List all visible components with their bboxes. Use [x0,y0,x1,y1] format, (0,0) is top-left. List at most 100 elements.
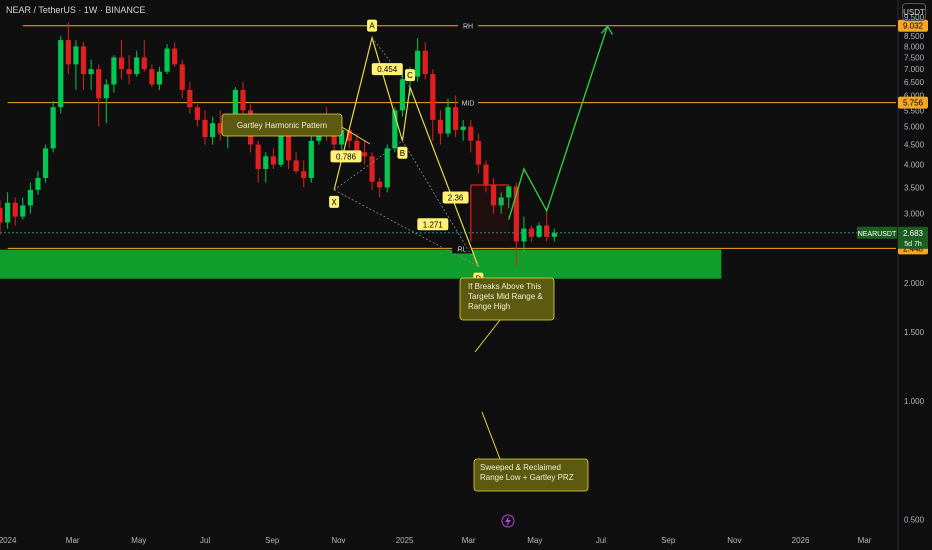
x-tick-label: Nov [727,536,741,545]
candle [437,110,444,145]
candle [80,42,87,90]
candle-body [361,152,368,157]
candle [118,40,125,80]
candle [156,66,163,90]
candle-body [430,74,436,120]
candle [430,69,436,141]
pattern-name-callout: Gartley Harmonic Pattern [221,113,371,145]
level-label-text: RL [458,246,467,253]
candle-body [80,46,87,75]
y-tick-label: 7.500 [904,53,925,62]
pattern-point-bg [397,146,408,159]
candle [111,55,117,93]
y-tick-label: 9.500 [904,13,925,22]
x-tick-label: May [131,536,146,545]
candle [73,40,79,90]
pattern-point-a: A [367,19,378,32]
price-tag-text: 9.032 [903,22,924,31]
y-tick-label: 1.000 [904,397,925,406]
candle-body [415,50,421,77]
candle-body [354,140,360,153]
candle [141,40,147,72]
candle-body [73,46,79,65]
candle-body [475,140,481,165]
candle [285,130,292,169]
projection-arrowhead [600,25,614,35]
symbol-tag-text: NEARUSDT [858,231,897,238]
pattern-ratio-text: 1.271 [423,220,444,229]
lightning-bolt [505,516,511,527]
candle-body [392,110,398,149]
y-tick-label: 6.500 [904,78,925,87]
candle-body [187,89,193,108]
x-tick-label: 2024 [0,536,17,545]
pattern-ratio-bg [330,150,362,163]
candle [0,200,3,235]
y-tick-label: 3.500 [904,183,925,192]
price-tag-bg [898,96,928,109]
candle [445,98,451,138]
candle-body [293,160,299,172]
candle [399,74,406,117]
candle-body [346,130,352,141]
pattern-point-text: X [331,198,337,207]
note-pointer [474,319,501,353]
pattern-point-bg [329,195,340,208]
candle-body [0,208,3,223]
candle-body [377,181,383,188]
y-tick-label: 4.500 [904,141,925,150]
candle-body [445,107,451,134]
candle-body [141,57,147,70]
candle-body [164,48,170,72]
x-axis: 2024 Mar May Jul Sep Nov 2025 Mar May Jul Sep Nov 20… [0,536,872,545]
candle-body [35,177,41,190]
price-tag-text: 2.448 [903,244,924,253]
candle-body [399,79,406,111]
note-bg [459,277,555,321]
candle [490,177,497,214]
candle-body [270,156,276,165]
candle [42,144,49,183]
level-label-rl: RL [452,243,472,254]
x-tick-label: 2025 [396,536,414,545]
y-tick-label: 7.000 [904,65,925,74]
candle-body [263,156,269,169]
candle-body [96,69,102,99]
demand-zone [0,249,722,279]
candle-body [506,186,512,198]
x-tick-label: 2026 [792,536,810,545]
candle-body [58,40,64,108]
note-line: Range Low + Gartley PRZ [480,473,574,482]
candle [240,81,246,117]
candle [134,50,140,77]
candle [20,197,26,220]
candle [149,64,155,88]
breakout-box [470,184,509,242]
note-bg [473,458,589,492]
level-label-mid: MID [458,97,478,108]
candle-body [20,205,26,217]
candle [50,101,56,153]
candle [58,36,64,114]
candle-body [126,69,132,75]
callout-pointer [339,125,371,145]
x-tick-label: Jul [596,536,606,545]
y-tick-label: 8.500 [904,32,925,41]
level-label-bg [458,20,478,31]
pattern-ratio-bg [417,218,449,231]
price-tag-bg [898,19,928,32]
pattern-point-bg [367,19,378,32]
pattern-point-b: B [397,146,408,159]
candle [521,216,527,252]
pattern-ratio: 0.786 [330,150,362,163]
x-tick-label: Mar [462,536,476,545]
note-line: Range High [468,302,510,311]
currency-button[interactable]: USDT [902,3,926,21]
candle [384,144,390,193]
candle-body [194,107,201,120]
candle [528,225,535,242]
candle [65,22,71,75]
note-line: If Breaks Above This [468,282,541,291]
